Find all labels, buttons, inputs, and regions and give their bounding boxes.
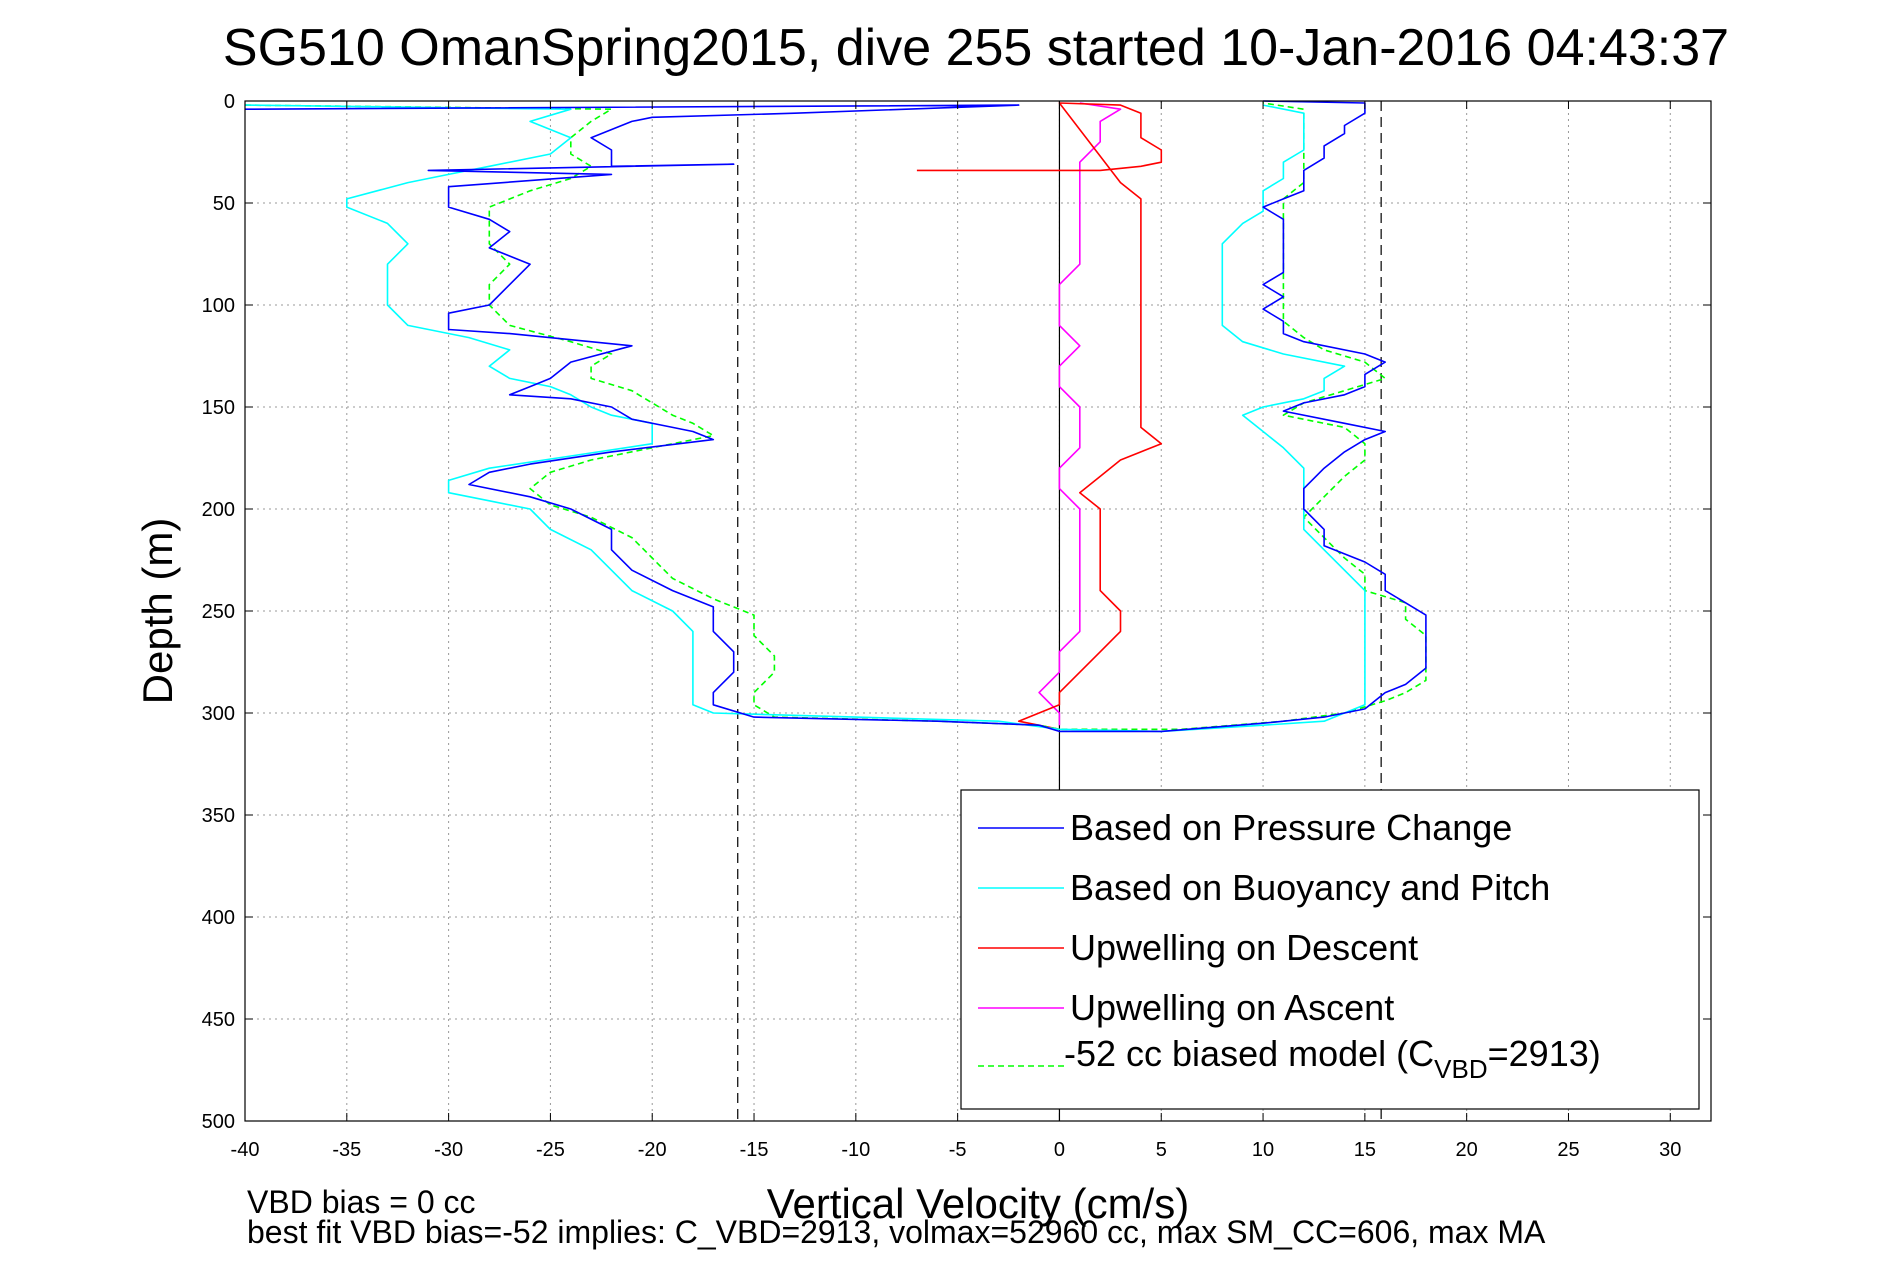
- legend-label-pressure: Based on Pressure Change: [1070, 807, 1512, 848]
- legend-label-descent: Upwelling on Descent: [1070, 927, 1418, 968]
- legend-model-subscript: VBD: [1434, 1054, 1487, 1084]
- x-tick-label: 0: [1054, 1139, 1065, 1161]
- y-axis-label: Depth (m): [134, 518, 181, 705]
- y-tick-label: 50: [213, 193, 235, 215]
- series-line-pressure: [244, 100, 1427, 733]
- chart-title: SG510 OmanSpring2015, dive 255 started 1…: [223, 19, 1729, 77]
- legend-label-ascent: Upwelling on Ascent: [1070, 987, 1394, 1028]
- annotation-vbd-bias: VBD bias = 0 cc: [247, 1184, 476, 1220]
- legend-box: [960, 789, 1700, 1110]
- data-series: [244, 100, 1427, 733]
- legend-model-suffix: =2913): [1488, 1033, 1601, 1074]
- legend: Based on Pressure Change Based on Buoyanc…: [960, 789, 1700, 1110]
- x-tick-label: 20: [1456, 1139, 1478, 1161]
- x-tick-label: -30: [434, 1139, 463, 1161]
- annotation-best-fit: best fit VBD bias=-52 implies: C_VBD=291…: [247, 1214, 1546, 1250]
- series-line-ascent: [1038, 102, 1122, 726]
- x-tick-label: -40: [231, 1139, 260, 1161]
- y-tick-label: 350: [202, 805, 235, 827]
- x-tick-label: 25: [1557, 1139, 1579, 1161]
- y-tick-label: 0: [224, 91, 235, 113]
- x-axis-ticks: -40 -35 -30 -25 -20 -15 -10 -5 0 5 10 15 20 25 30: [231, 101, 1681, 1161]
- x-tick-label: -10: [841, 1139, 870, 1161]
- series-line-buoyancy: [244, 104, 1366, 733]
- y-tick-label: 300: [202, 703, 235, 725]
- y-tick-label: 500: [202, 1111, 235, 1133]
- x-axis-label: Vertical Velocity (cm/s): [767, 1180, 1189, 1227]
- legend-label-buoyancy: Based on Buoyancy and Pitch: [1070, 867, 1550, 908]
- series-line-descent: [916, 102, 1163, 731]
- x-tick-label: -5: [949, 1139, 967, 1161]
- x-tick-label: -25: [536, 1139, 565, 1161]
- y-tick-label: 450: [202, 1009, 235, 1031]
- x-tick-label: -20: [638, 1139, 667, 1161]
- x-tick-label: 15: [1354, 1139, 1376, 1161]
- y-tick-label: 200: [202, 499, 235, 521]
- x-tick-label: -15: [740, 1139, 769, 1161]
- legend-label-model: -52 cc biased model (CVBD=2913): [1064, 1033, 1601, 1084]
- legend-model-prefix: -52 cc biased model (C: [1064, 1033, 1434, 1074]
- x-tick-label: 10: [1252, 1139, 1274, 1161]
- x-tick-label: 30: [1659, 1139, 1681, 1161]
- x-tick-label: -35: [332, 1139, 361, 1161]
- y-tick-label: 250: [202, 601, 235, 623]
- y-tick-label: 150: [202, 397, 235, 419]
- y-tick-label: 400: [202, 907, 235, 929]
- x-tick-label: 5: [1156, 1139, 1167, 1161]
- y-axis-ticks: 0 50 100 150 200 250 300 350 400 450 500: [202, 91, 1711, 1133]
- y-tick-label: 100: [202, 295, 235, 317]
